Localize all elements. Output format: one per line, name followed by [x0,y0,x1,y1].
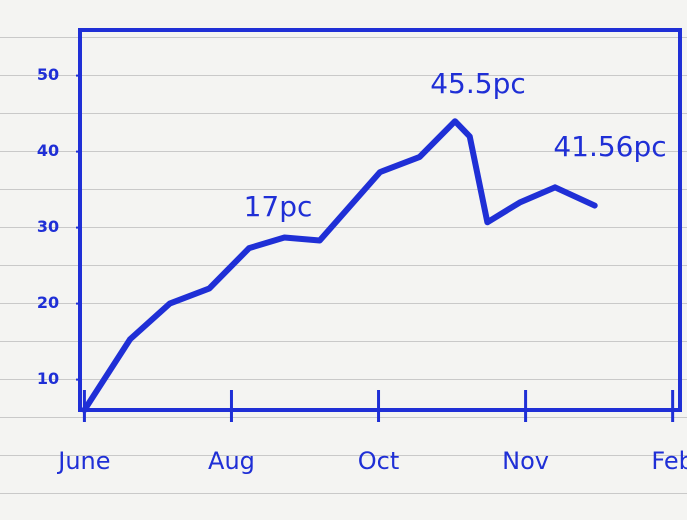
plot-frame [78,28,682,412]
annotation: 45.5pc [430,67,526,100]
y-tick-label: 50 [37,65,59,84]
annotation: 41.56pc [553,130,666,163]
x-tick-label: Oct [358,447,400,475]
y-tick-label: 20 [37,293,59,312]
y-tick-label: 30 [37,217,59,236]
x-tick-label: June [56,447,110,475]
x-tick-label: Aug [208,447,255,475]
x-tick-label: Feb [651,447,687,475]
data-line [81,118,598,413]
y-tick-label: 10 [37,369,59,388]
annotation: 17pc [244,190,313,223]
x-tick-label: Nov [502,447,549,475]
y-tick-label: 40 [37,141,59,160]
